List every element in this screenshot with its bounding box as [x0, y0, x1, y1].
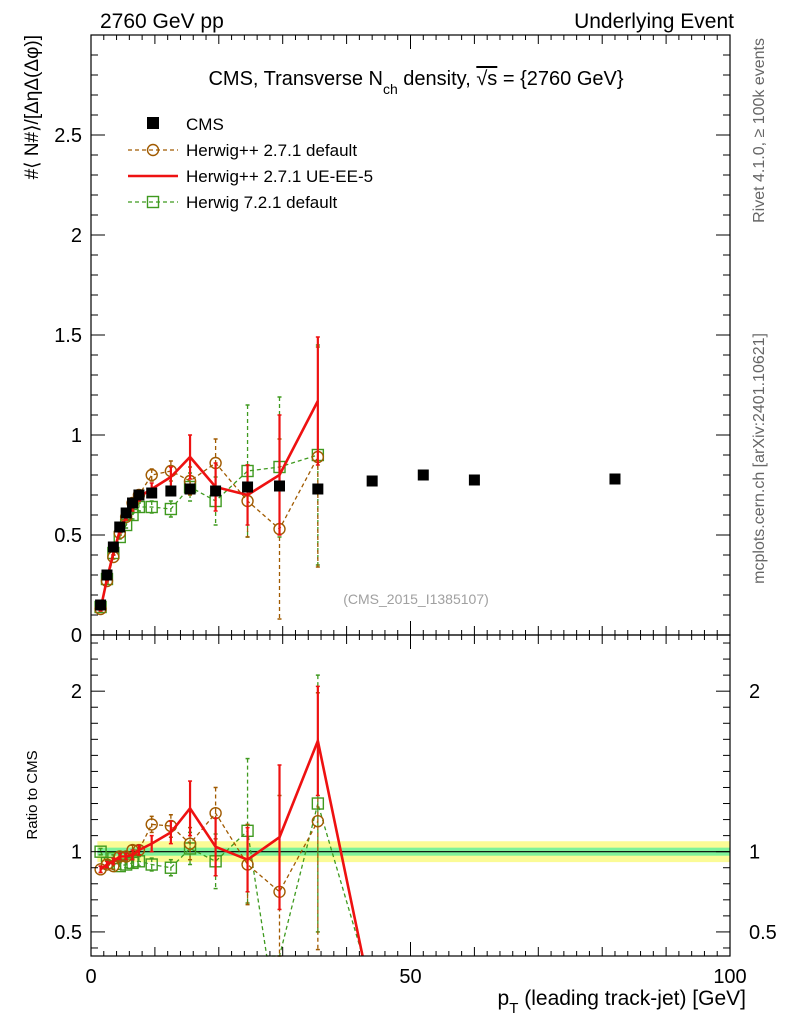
cms-point	[165, 485, 177, 497]
cms-point	[101, 569, 113, 581]
ratio-herwigpp-default-point	[145, 818, 158, 831]
cms-point	[468, 474, 480, 486]
ratio-frame	[90, 634, 731, 957]
ratio-herwigpp-default-point	[311, 814, 325, 828]
xlabel-rest: (leading track-jet) [GeV]	[518, 987, 746, 1010]
y-tick-label: 1.5	[54, 325, 82, 347]
ratio-y-tick-label: 2	[71, 681, 82, 703]
main-ticks: 0 0.5 1 1.5 2 2.5	[54, 34, 731, 647]
cms-point	[107, 541, 119, 553]
header-left: 2760 GeV pp	[100, 10, 224, 33]
legend-label-cms: CMS	[186, 115, 224, 134]
legend-marker-cms	[147, 117, 159, 129]
herwig7-point	[164, 502, 178, 516]
ratio-y-tick-label-right: 0.5	[749, 922, 777, 944]
cms-point	[609, 473, 621, 485]
cms-point	[417, 469, 429, 481]
cms-point	[114, 521, 126, 533]
cms-point	[242, 481, 254, 493]
ratio-y-axis-label: Ratio to CMS	[24, 750, 41, 839]
x-axis-label: pT (leading track-jet) [GeV]	[498, 987, 746, 1017]
cms-point	[312, 483, 324, 495]
cms-point	[274, 480, 286, 492]
legend-marker-herwigpp-default	[146, 143, 160, 157]
header-right: Underlying Event	[574, 10, 734, 33]
ratio-y-tick-label: 0.5	[54, 922, 82, 944]
cms-point	[210, 485, 222, 497]
legend: CMS Herwig++ 2.7.1 default Herwig++ 2.7.…	[128, 115, 373, 212]
cms-point	[184, 483, 196, 495]
x-tick-label: 50	[399, 966, 421, 988]
y-tick-label: 2.5	[54, 125, 82, 147]
ratio-data	[94, 674, 364, 957]
ratio-herwigpp-ueee5-line	[99, 736, 364, 957]
mcplots-label: mcplots.cern.ch [arXiv:2401.10621]	[751, 333, 768, 584]
ratio-y-tick-label-right: 1	[749, 842, 760, 864]
cms-point	[133, 489, 145, 501]
y-tick-label: 1	[71, 425, 82, 447]
cms-point	[95, 599, 107, 611]
main-panel: 0 0.5 1 1.5 2 2.5 CMS, Transverse Nch density…	[22, 34, 731, 647]
x-tick-label: 0	[85, 966, 96, 988]
title-sub: ch	[383, 81, 398, 97]
ratio-herwig7-point	[164, 861, 178, 874]
title-main: CMS, Transverse N	[208, 68, 382, 90]
rivet-label: Rivet 4.1.0, ≥ 100k events	[751, 38, 768, 223]
cms-point	[127, 497, 139, 509]
legend-label-herwig7: Herwig 7.2.1 default	[186, 193, 337, 212]
legend-label-herwigpp-default: Herwig++ 2.7.1 default	[186, 141, 357, 160]
title-energy: = {2760 GeV}	[497, 68, 624, 90]
ratio-herwigpp-default-point	[183, 837, 197, 850]
y-tick-label: 2	[71, 225, 82, 247]
cms-point	[120, 507, 132, 519]
xlabel-p: p	[498, 987, 510, 1010]
analysis-watermark: (CMS_2015_I1385107)	[343, 591, 489, 607]
cms-point	[366, 475, 378, 487]
herwig7-point	[145, 500, 158, 514]
main-data	[94, 336, 621, 620]
x-tick-label: 100	[713, 966, 746, 988]
y-tick-label: 0	[71, 625, 82, 647]
y-axis-label: #⟨ N#⟩/[ΔηΔ(Δφ)]	[22, 35, 43, 179]
herwigpp-default-point	[145, 468, 158, 482]
legend-marker-herwig7	[146, 195, 160, 209]
cms-point	[146, 487, 158, 499]
ratio-herwig7-point	[145, 858, 158, 871]
ratio-herwig7-point	[113, 859, 126, 873]
ratio-y-tick-label-right: 2	[749, 681, 760, 703]
title-rest: density,	[398, 68, 477, 90]
chart-title: CMS, Transverse Nch density, √s = {2760 …	[208, 68, 623, 97]
ratio-y-tick-label: 1	[71, 842, 82, 864]
xlabel-sub: T	[509, 1000, 518, 1017]
legend-label-herwigpp-ueee5: Herwig++ 2.7.1 UE-EE-5	[186, 167, 373, 186]
ratio-herwig7-line	[100, 801, 364, 957]
y-tick-label: 0.5	[54, 525, 82, 547]
ratio-band	[97, 841, 730, 863]
title-sqrt: √s	[476, 68, 497, 90]
